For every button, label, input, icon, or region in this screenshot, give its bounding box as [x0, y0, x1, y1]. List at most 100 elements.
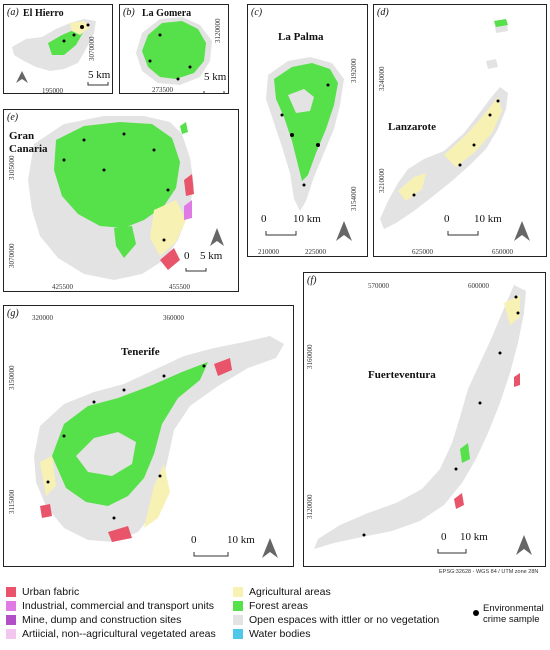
crime-dot [316, 143, 320, 147]
panel-la-palma: (c) La Palma 210000 225000 3192000 31540… [247, 4, 368, 257]
y-tick: 3160000 [306, 344, 314, 370]
legend-label: Urban fabric [22, 586, 80, 598]
urban-gran-canaria [160, 248, 180, 270]
x-tick: 225000 [305, 248, 326, 256]
north-arrow-icon [336, 221, 352, 241]
island-fuerteventura [314, 285, 526, 549]
crime-dot [326, 83, 330, 87]
island-label: La Palma [278, 31, 324, 43]
scale-zero: 0 [261, 213, 267, 225]
crime-dot [102, 168, 106, 172]
crime-dot [82, 138, 86, 142]
north-arrow-icon [514, 221, 530, 241]
map-el-hierro [12, 19, 109, 86]
legend-item-artificial-veg: Artiicial, non--agricultural vegetated a… [6, 628, 216, 640]
x-tick: 273500 [152, 86, 173, 94]
scale-zero: 0 [191, 534, 197, 546]
agri-el-hierro [70, 21, 90, 35]
crime-dot [488, 113, 492, 117]
panel-letter: (f) [307, 275, 317, 286]
legend-item-open-space: Open espaces with ittler or no vegetatio… [233, 614, 439, 626]
north-arrow-icon [16, 71, 28, 83]
crime-dot [122, 388, 126, 392]
scale-bar [193, 552, 229, 557]
y-tick: 3105000 [8, 155, 16, 181]
north-arrow-icon [262, 538, 278, 558]
urban-gran-canaria-2 [184, 174, 194, 196]
crime-dot [148, 59, 152, 63]
forest-gran-canaria [54, 122, 180, 228]
crime-dot [62, 434, 66, 438]
x-tick: 360000 [163, 314, 184, 322]
panel-tenerife: (g) 320000 360000 3150000 3115000 Teneri… [3, 305, 294, 567]
agri-fuerteventura [504, 295, 520, 325]
panel-la-gomera: (b) La Gomera 273500 3120000 5 km [119, 4, 229, 94]
panel-letter: (g) [7, 308, 19, 319]
industrial-gran-canaria [184, 200, 192, 220]
legend-swatch [6, 587, 16, 597]
panel-fuerteventura: (f) 570000 600000 3160000 3120000 Fuerte… [303, 272, 546, 567]
y-tick: 3154000 [350, 186, 358, 212]
legend-label: Artiicial, non--agricultural vegetated a… [22, 628, 216, 640]
x-tick: 195000 [42, 87, 63, 94]
crime-dot [62, 39, 66, 43]
x-tick: 320000 [32, 314, 53, 322]
legend-label: Agricultural areas [249, 586, 331, 598]
map-la-palma [265, 57, 352, 241]
crime-dot [412, 193, 416, 197]
isleta [180, 122, 188, 134]
scale-label: 5 km [200, 250, 223, 262]
map-lanzarote [380, 19, 530, 241]
urban-fuerteventura [514, 373, 520, 387]
scale-label: 10 km [227, 534, 255, 546]
legend-swatch [233, 587, 243, 597]
scale-zero: 0 [441, 531, 447, 543]
legend-label: Open espaces with ittler or no vegetatio… [249, 614, 440, 626]
crime-dot [498, 351, 502, 355]
urban-tenerife [214, 358, 232, 376]
agri-lanzarote-2 [398, 173, 426, 201]
scale-label: 5 km [88, 69, 111, 81]
island-label: Lanzarote [388, 121, 437, 133]
legend-item-water: Water bodies [233, 628, 310, 640]
x-tick: 570000 [368, 282, 389, 290]
island-label: Gran Canaria [9, 130, 48, 155]
scale-bar [87, 82, 109, 86]
legend-item-crime: Environmental crime sample [473, 603, 544, 625]
legend-label: Mine, dump and construction sites [22, 614, 182, 626]
map-gran-canaria [28, 116, 224, 280]
panel-letter: (e) [7, 112, 19, 123]
island-label: Fuerteventura [368, 369, 436, 381]
crime-dot [280, 113, 284, 117]
y-tick: 3070000 [8, 243, 16, 269]
crime-dot [454, 467, 458, 471]
y-tick: 3070000 [88, 36, 96, 62]
scale-zero: 0 [184, 250, 190, 262]
crime-dot [162, 238, 166, 242]
legend-swatch [233, 629, 243, 639]
x-tick: 210000 [258, 248, 279, 256]
scale-label: 10 km [460, 531, 488, 543]
crime-dot [472, 143, 476, 147]
y-tick: 3120000 [306, 494, 314, 520]
panel-letter: (a) [7, 7, 19, 18]
north-arrow-icon [516, 535, 532, 555]
map-la-gomera [136, 17, 225, 93]
y-tick: 3240000 [378, 66, 386, 92]
x-tick: 625000 [412, 248, 433, 256]
scale-zero: 0 [444, 213, 450, 225]
crime-dot [302, 183, 306, 187]
map-fuerteventura [314, 285, 532, 555]
y-tick: 3115000 [8, 489, 16, 514]
caldera-la-palma [288, 89, 314, 113]
teide-tenerife [76, 432, 136, 476]
scale-bar [265, 231, 297, 236]
crime-dot [202, 364, 206, 368]
crime-dot [162, 374, 166, 378]
x-tick: 600000 [468, 282, 489, 290]
crime-dot [158, 33, 162, 37]
panel-lanzarote: (d) Lanzarote 625000 650000 3240000 3210… [373, 4, 547, 257]
crime-dot [478, 401, 482, 405]
crime-dot [158, 474, 162, 478]
